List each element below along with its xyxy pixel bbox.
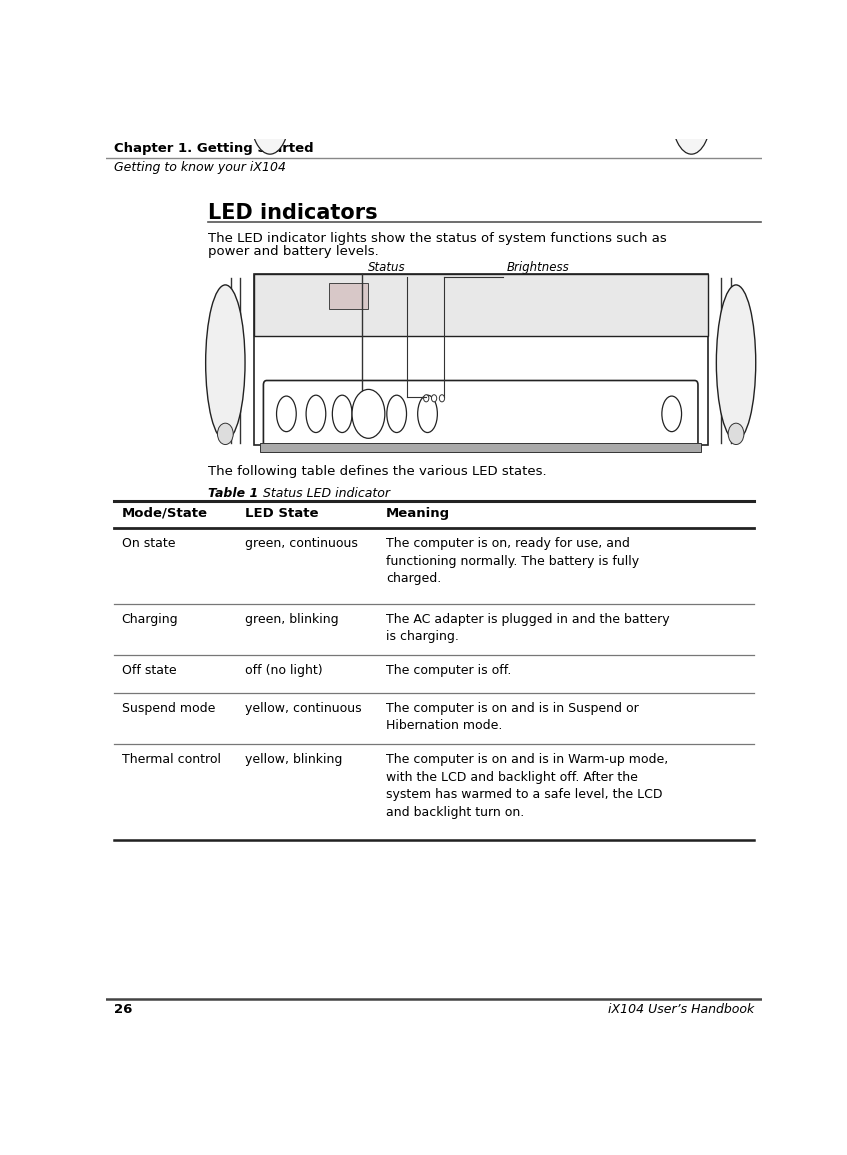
Ellipse shape (206, 285, 245, 440)
Circle shape (271, 116, 275, 121)
Circle shape (258, 107, 262, 112)
FancyBboxPatch shape (263, 380, 698, 447)
Text: green, continuous: green, continuous (245, 537, 358, 550)
Text: iX104 User’s Handbook: iX104 User’s Handbook (608, 1003, 755, 1016)
Ellipse shape (251, 74, 290, 154)
Ellipse shape (352, 389, 385, 438)
Text: LED: LED (382, 273, 405, 286)
Circle shape (424, 395, 429, 402)
Text: LED indicators: LED indicators (208, 202, 377, 223)
Text: Mode/State: Mode/State (122, 507, 208, 520)
Ellipse shape (672, 74, 711, 154)
Text: The computer is off.: The computer is off. (386, 664, 512, 677)
Ellipse shape (418, 395, 437, 432)
Ellipse shape (662, 396, 682, 432)
Circle shape (693, 116, 696, 121)
Circle shape (700, 116, 703, 121)
Bar (253, 274, 708, 445)
Text: Status LED indicator: Status LED indicator (255, 487, 390, 500)
Circle shape (686, 98, 690, 104)
Circle shape (271, 107, 275, 112)
Text: Getting to know your iX104: Getting to know your iX104 (113, 161, 285, 174)
Text: Table 1: Table 1 (208, 487, 257, 500)
Circle shape (700, 107, 703, 112)
Circle shape (265, 125, 268, 131)
Ellipse shape (332, 395, 352, 432)
Bar (253, 274, 708, 336)
Circle shape (686, 116, 690, 121)
Text: green, blinking: green, blinking (245, 612, 339, 626)
Text: Brightness: Brightness (507, 261, 569, 275)
Circle shape (265, 107, 268, 112)
Circle shape (440, 395, 445, 402)
Circle shape (431, 395, 437, 402)
Text: yellow, continuous: yellow, continuous (245, 701, 362, 715)
Circle shape (693, 107, 696, 112)
Text: Suspend mode: Suspend mode (122, 701, 215, 715)
Text: yellow, blinking: yellow, blinking (245, 753, 342, 766)
Circle shape (679, 116, 684, 121)
Circle shape (686, 107, 690, 112)
Ellipse shape (306, 395, 326, 432)
Circle shape (258, 116, 262, 121)
Circle shape (686, 125, 690, 131)
Text: Off state: Off state (122, 664, 176, 677)
Text: power and battery levels.: power and battery levels. (208, 245, 379, 259)
Ellipse shape (717, 285, 756, 440)
Circle shape (679, 107, 684, 112)
Text: LED State: LED State (245, 507, 318, 520)
Circle shape (265, 98, 268, 104)
Text: The following table defines the various LED states.: The following table defines the various … (208, 465, 546, 478)
Circle shape (693, 125, 696, 131)
Text: The AC adapter is plugged in and the battery
is charging.: The AC adapter is plugged in and the bat… (386, 612, 670, 643)
Text: The computer is on, ready for use, and
functioning normally. The battery is full: The computer is on, ready for use, and f… (386, 537, 639, 586)
Text: off (no light): off (no light) (245, 664, 323, 677)
Ellipse shape (276, 396, 296, 432)
Text: Charging: Charging (122, 612, 178, 626)
Bar (329, 283, 368, 310)
Text: The computer is on and is in Suspend or
Hibernation mode.: The computer is on and is in Suspend or … (386, 701, 639, 732)
Circle shape (278, 107, 282, 112)
Ellipse shape (387, 395, 407, 432)
Circle shape (271, 98, 275, 104)
Circle shape (728, 423, 744, 445)
Text: Chapter 1. Getting Started: Chapter 1. Getting Started (113, 142, 313, 155)
Bar (260, 442, 701, 452)
Text: Meaning: Meaning (386, 507, 451, 520)
Text: LED: LED (507, 273, 529, 286)
Circle shape (271, 125, 275, 131)
Circle shape (693, 98, 696, 104)
Text: Status: Status (368, 261, 405, 275)
Circle shape (218, 423, 233, 445)
Circle shape (265, 116, 268, 121)
Circle shape (278, 116, 282, 121)
Text: The computer is on and is in Warm-up mode,
with the LCD and backlight off. After: The computer is on and is in Warm-up mod… (386, 753, 668, 819)
Text: 26: 26 (113, 1003, 132, 1016)
Text: Thermal control: Thermal control (122, 753, 220, 766)
Text: The LED indicator lights show the status of system functions such as: The LED indicator lights show the status… (208, 232, 667, 245)
Text: On state: On state (122, 537, 175, 550)
